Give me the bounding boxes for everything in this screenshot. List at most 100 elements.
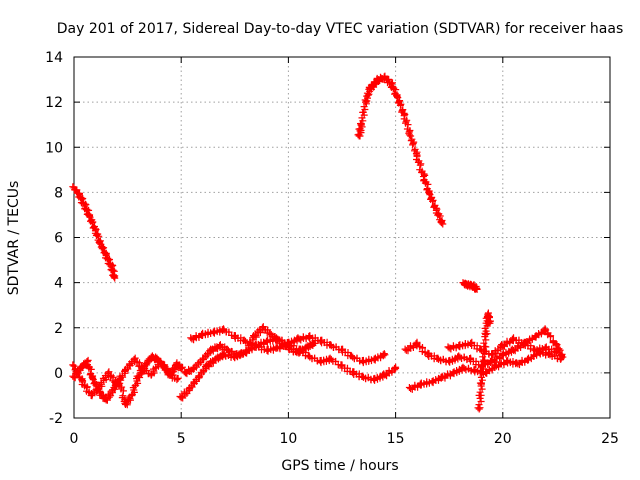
data-point	[267, 331, 275, 339]
data-point	[407, 132, 415, 140]
data-point	[520, 340, 528, 348]
data-point	[96, 382, 104, 390]
data-point	[89, 376, 97, 384]
data-point	[355, 132, 363, 140]
data-point	[471, 367, 479, 375]
data-point	[194, 373, 202, 381]
data-point	[233, 351, 241, 359]
data-point	[263, 337, 271, 345]
data-point	[242, 337, 250, 345]
data-point	[70, 184, 78, 192]
data-point	[482, 331, 490, 339]
data-point	[525, 355, 533, 363]
data-point	[499, 342, 507, 350]
data-point	[514, 360, 522, 368]
plus-marks	[354, 72, 446, 227]
data-point	[173, 376, 181, 384]
data-point	[173, 360, 181, 368]
data-point	[477, 346, 485, 354]
data-point	[484, 310, 492, 318]
data-point	[199, 331, 207, 339]
data-point	[366, 85, 374, 93]
x-tick-label: 25	[601, 431, 619, 447]
data-point	[121, 367, 129, 375]
data-point	[488, 351, 496, 359]
data-point	[113, 380, 121, 388]
data-point	[370, 80, 378, 88]
data-point	[434, 355, 442, 363]
data-point	[473, 285, 481, 293]
data-point	[177, 394, 185, 402]
data-point	[381, 73, 389, 81]
data-point	[460, 280, 468, 288]
data-point	[156, 358, 164, 366]
y-tick-label: 8	[54, 185, 63, 201]
data-point	[477, 362, 485, 370]
data-point	[362, 98, 370, 106]
data-point	[486, 319, 494, 327]
data-point	[317, 358, 325, 366]
x-tick-label: 10	[279, 431, 297, 447]
data-point	[482, 369, 490, 377]
tick-labels: 0 5 10 15 20 25 -2 0 2 4 6 8 10 12 14	[45, 50, 619, 447]
x-tick-label: 0	[70, 431, 79, 447]
data-point	[91, 227, 99, 235]
plus-marks	[401, 325, 566, 371]
data-point	[456, 353, 464, 361]
data-point	[263, 346, 271, 354]
data-point	[374, 76, 382, 84]
x-tick-label: 5	[177, 431, 186, 447]
y-tick-label: 6	[54, 231, 63, 247]
data-point	[426, 191, 434, 199]
data-point	[394, 94, 402, 102]
data-point	[357, 121, 365, 129]
data-point	[121, 400, 129, 408]
data-point	[86, 213, 94, 221]
data-point	[209, 328, 217, 336]
data-point	[467, 355, 475, 363]
data-point	[327, 342, 335, 350]
data-point	[557, 355, 565, 363]
data-point	[424, 351, 432, 359]
data-point	[259, 324, 267, 332]
data-point	[102, 252, 110, 260]
data-point	[469, 282, 477, 290]
data-point	[147, 353, 155, 361]
series-arc-short-mid	[459, 279, 481, 293]
data-point	[108, 263, 116, 271]
data-point	[456, 342, 464, 350]
data-point	[449, 369, 457, 377]
x-tick-label: 20	[494, 431, 512, 447]
series-arc-peak	[354, 72, 447, 228]
data-point	[109, 387, 117, 395]
data-point	[276, 337, 284, 345]
data-point	[392, 364, 400, 372]
series-arc-night-b	[69, 354, 182, 400]
data-point	[488, 358, 496, 366]
data-point	[432, 206, 440, 214]
data-point	[503, 358, 511, 366]
data-point	[81, 202, 89, 210]
data-point	[338, 362, 346, 370]
data-point	[111, 274, 119, 282]
data-point	[186, 385, 194, 393]
data-point	[87, 391, 95, 399]
data-point	[284, 344, 292, 352]
data-point	[317, 337, 325, 345]
data-point	[510, 335, 518, 343]
data-point	[97, 240, 105, 248]
data-point	[542, 326, 550, 334]
data-point	[231, 333, 239, 341]
y-tick-label: 12	[45, 95, 63, 111]
data-point	[216, 342, 224, 350]
data-point	[207, 346, 215, 354]
y-axis-label: SDTVAR / TECUs	[6, 181, 22, 296]
series-arc-early-high	[69, 183, 119, 282]
data-point	[419, 173, 427, 181]
x-axis-label: GPS time / hours	[281, 458, 398, 474]
data-point	[531, 346, 539, 354]
data-point	[531, 333, 539, 341]
x-tick-label: 15	[387, 431, 405, 447]
data-point	[542, 344, 550, 352]
